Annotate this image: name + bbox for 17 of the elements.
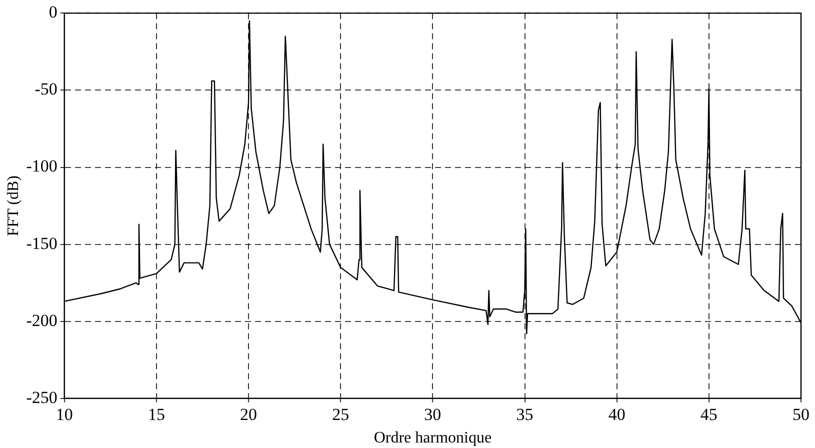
y-tick-label: -150 bbox=[26, 234, 58, 253]
x-tick-label: 35 bbox=[516, 405, 534, 424]
x-tick-label: 10 bbox=[56, 405, 73, 424]
y-tick-label: -200 bbox=[26, 310, 58, 330]
y-tick-label: -50 bbox=[34, 80, 58, 99]
x-tick-label: 15 bbox=[148, 405, 165, 424]
y-axis-title: FFT (dB) bbox=[4, 175, 22, 236]
x-tick-label: 20 bbox=[240, 405, 258, 424]
x-tick-label: 40 bbox=[608, 405, 626, 424]
y-tick-label: -250 bbox=[26, 388, 58, 407]
y-tick-label: -100 bbox=[26, 156, 58, 176]
y-tick-label: 0 bbox=[48, 2, 58, 22]
x-tick-label: 45 bbox=[700, 405, 718, 424]
x-tick-label: 30 bbox=[424, 405, 442, 424]
x-tick-label: 50 bbox=[792, 405, 810, 424]
x-tick-label: 25 bbox=[332, 405, 350, 424]
x-axis-title: Ordre harmonique bbox=[374, 430, 492, 447]
